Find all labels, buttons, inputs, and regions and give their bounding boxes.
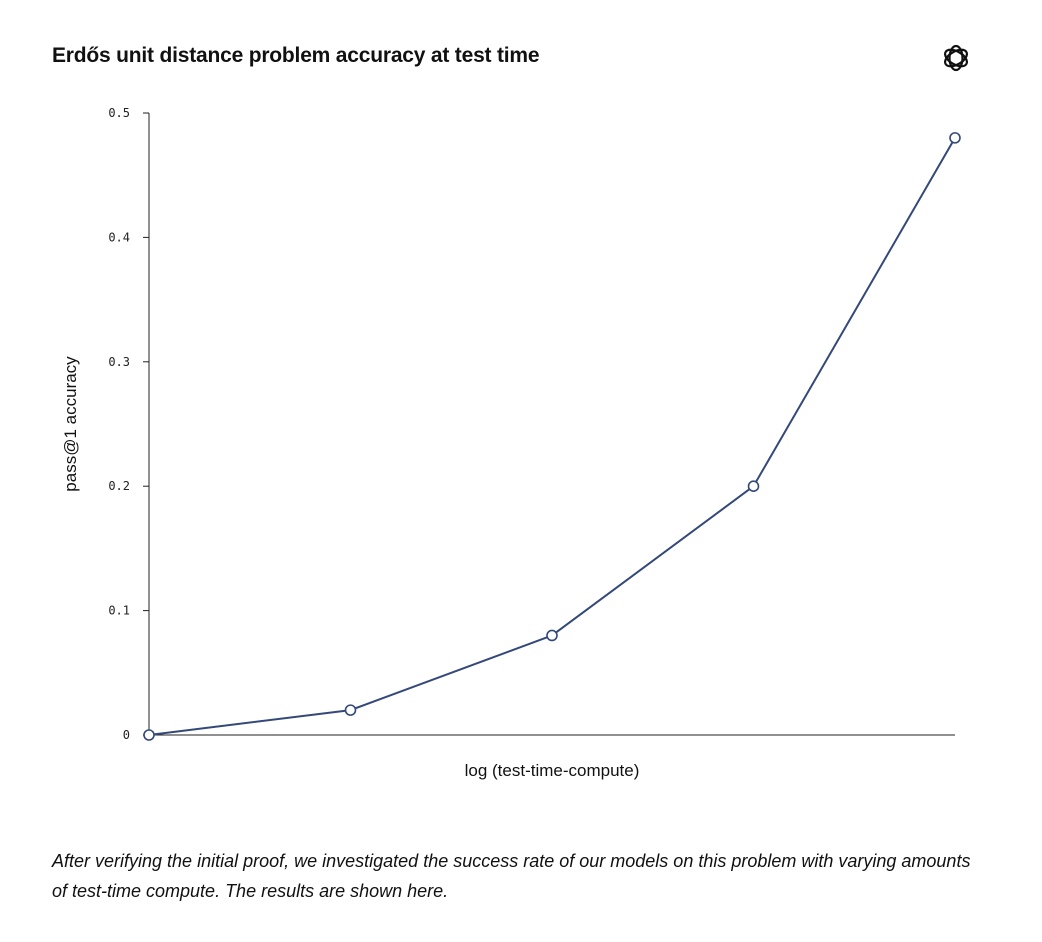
openai-logo-icon [944, 44, 968, 72]
data-point [949, 132, 961, 144]
series-accuracy [143, 132, 961, 741]
line-chart: 0 0.1 0.2 0.3 0.4 0.5 pass@1 accuracy log (te… [61, 106, 961, 780]
data-point [546, 629, 558, 642]
data-point [747, 480, 760, 493]
data-point [143, 729, 155, 741]
chart-title: Erdős unit distance problem accuracy at … [52, 44, 540, 67]
series-line [148, 137, 956, 736]
x-axis-title: log (test-time-compute) [465, 761, 640, 780]
data-point [344, 704, 357, 716]
y-axis: 0 0.1 0.2 0.3 0.4 0.5 [108, 106, 150, 742]
y-tick-label: 0.3 [108, 355, 130, 369]
y-tick-label: 0.1 [108, 604, 130, 618]
y-axis-title: pass@1 accuracy [61, 356, 80, 492]
y-tick-label: 0.4 [108, 230, 130, 244]
chart-caption: After verifying the initial proof, we in… [52, 851, 971, 901]
y-tick-label: 0 [123, 728, 130, 742]
y-tick-label: 0.5 [108, 106, 130, 120]
y-tick-label: 0.2 [108, 479, 130, 493]
